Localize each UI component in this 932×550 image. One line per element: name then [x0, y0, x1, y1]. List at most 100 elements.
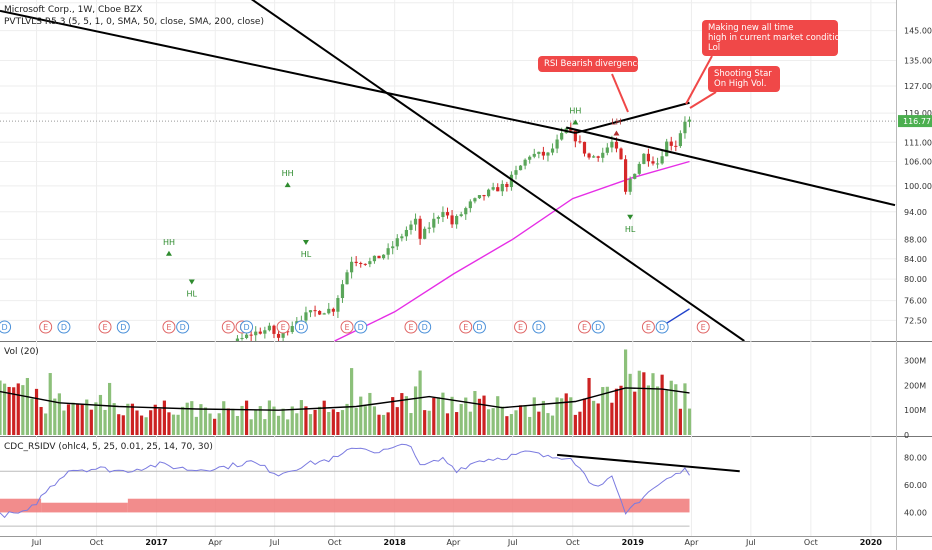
volume-bar: [153, 404, 157, 435]
volume-bar: [80, 404, 84, 435]
candle-body: [560, 133, 564, 140]
volume-bar: [222, 401, 226, 435]
candle-body: [381, 254, 386, 259]
candle-body: [669, 141, 673, 146]
candle-body: [455, 216, 459, 225]
price-candles[interactable]: [235, 116, 692, 341]
volume-label[interactable]: Vol (20): [4, 347, 39, 357]
volume-bar: [103, 409, 107, 435]
volume-bar: [368, 392, 372, 435]
pivot-label: LH: [611, 118, 621, 127]
candle-body: [395, 238, 399, 247]
event-letter: E: [102, 323, 107, 332]
volume-bar: [509, 414, 514, 435]
candle-body: [235, 338, 240, 341]
event-letter: D: [659, 323, 665, 332]
volume-bar: [16, 383, 20, 435]
candle-body: [496, 187, 500, 192]
volume-bar: [254, 409, 258, 435]
volume-bar: [564, 393, 568, 435]
candle-body: [459, 214, 463, 217]
candle-body: [354, 261, 358, 264]
volume-bar: [436, 397, 440, 435]
trendline: [565, 126, 896, 207]
earnings-dividend-markers[interactable]: DEDEDEDEEDEDEDEDEDEDEDEDE: [0, 320, 710, 334]
candle-body: [363, 263, 367, 265]
volume-bar: [240, 405, 244, 435]
volume-bar: [669, 380, 673, 435]
callout-line: Shooting Star: [714, 69, 772, 79]
volume-bar: [459, 403, 463, 435]
candle-body: [377, 255, 381, 259]
candle-body: [327, 308, 331, 314]
callout-line: high in current market conditions: [708, 33, 850, 43]
volume-bar: [171, 414, 176, 435]
candle-body: [678, 133, 682, 147]
volume-bar: [391, 397, 395, 435]
volume-bar: [0, 380, 2, 435]
volume-bar: [642, 372, 646, 435]
event-letter: D: [298, 323, 304, 332]
volume-bar: [331, 409, 335, 435]
event-letter: D: [476, 323, 482, 332]
time-tick-label: Apr: [685, 538, 700, 547]
candle-body: [541, 151, 545, 156]
volume-bar: [281, 408, 285, 435]
volume-bar: [550, 415, 555, 435]
volume-bar: [623, 349, 628, 435]
event-letter: D: [595, 323, 601, 332]
volume-bar: [7, 386, 11, 435]
all-time-high-callout[interactable]: Making new all time high in current mark…: [702, 20, 850, 56]
candle-body: [286, 331, 290, 333]
rsi-label[interactable]: CDC_RSIDV (ohlc4, 5, 25, 0.01, 25, 14, 7…: [4, 442, 213, 452]
volume-bar: [541, 400, 545, 435]
symbol-title[interactable]: Microsoft Corp., 1W, Cboe BZX: [4, 5, 143, 15]
earnings-badge: [221, 320, 235, 334]
volume-bar: [149, 410, 153, 435]
volume-bar: [25, 377, 29, 435]
last-price-value: 116.77: [903, 117, 931, 126]
rsi-divergence-callout[interactable]: RSI Bearish divergence: [538, 56, 642, 72]
volume-ma-line: [0, 387, 690, 411]
volume-bar: [418, 370, 422, 435]
volume-bar: [308, 414, 313, 435]
volume-bar: [21, 385, 25, 435]
event-letter: E: [701, 323, 706, 332]
volume-bar: [427, 410, 431, 435]
candle-body: [391, 246, 395, 249]
candle-body: [368, 261, 372, 265]
volume-bar: [30, 398, 34, 435]
dividend-badge: [0, 320, 12, 334]
candle-body: [272, 325, 276, 334]
trendlines[interactable]: [0, 0, 896, 341]
rsi-tick-label: 80.00: [904, 454, 927, 463]
time-tick-label: Jul: [269, 538, 280, 547]
pivot-triangle: [284, 182, 291, 188]
volume-tick-label: 300M: [904, 357, 926, 366]
volume-bar: [633, 391, 637, 435]
candle-body: [244, 334, 249, 338]
volume-bar: [322, 400, 326, 435]
volume-bar: [107, 382, 112, 435]
candle-body: [628, 178, 632, 192]
price-tick-label: 80.00: [904, 275, 927, 284]
volume-bar: [167, 412, 171, 435]
indicator-legend[interactable]: PVTLVLS R5.3 (5, 5, 1, 0, SMA, 50, close…: [4, 17, 264, 27]
candle-body: [532, 153, 536, 157]
volume-bar: [386, 412, 390, 435]
volume-bar: [139, 415, 144, 435]
event-letter: E: [518, 323, 523, 332]
candle-body: [523, 159, 527, 166]
shooting-star-callout[interactable]: Shooting Star On High Vol.: [708, 66, 780, 92]
volume-bar: [290, 406, 294, 435]
volume-bar: [377, 414, 381, 435]
rsi-oversold-fill: [0, 498, 42, 513]
volume-bar: [592, 400, 596, 435]
candle-body: [642, 153, 646, 164]
earnings-badge: [641, 320, 655, 334]
candle-body: [528, 156, 532, 160]
candle-body: [505, 183, 509, 188]
event-letter: D: [243, 323, 249, 332]
pivot-markers: HH HL HH HL HH LH HL: [163, 106, 636, 298]
